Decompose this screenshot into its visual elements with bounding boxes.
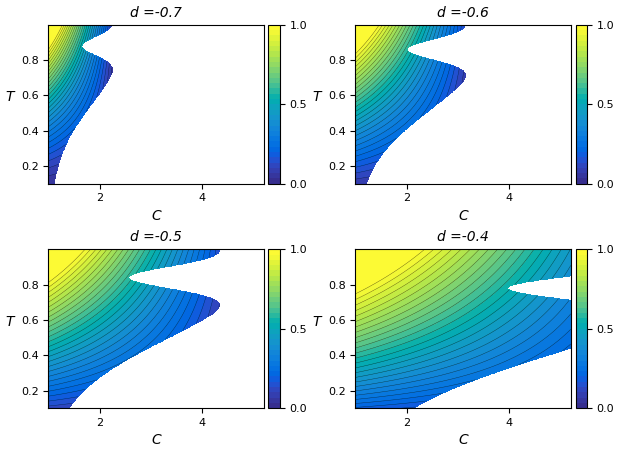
Y-axis label: T: T <box>6 90 14 104</box>
Title: d =-0.5: d =-0.5 <box>130 230 182 244</box>
X-axis label: C: C <box>458 434 468 448</box>
X-axis label: C: C <box>458 209 468 223</box>
Title: d =-0.7: d =-0.7 <box>130 5 182 19</box>
Y-axis label: T: T <box>6 315 14 329</box>
Title: d =-0.6: d =-0.6 <box>437 5 489 19</box>
X-axis label: C: C <box>151 434 161 448</box>
Y-axis label: T: T <box>312 315 321 329</box>
Title: d =-0.4: d =-0.4 <box>437 230 489 244</box>
Y-axis label: T: T <box>312 90 321 104</box>
X-axis label: C: C <box>151 209 161 223</box>
